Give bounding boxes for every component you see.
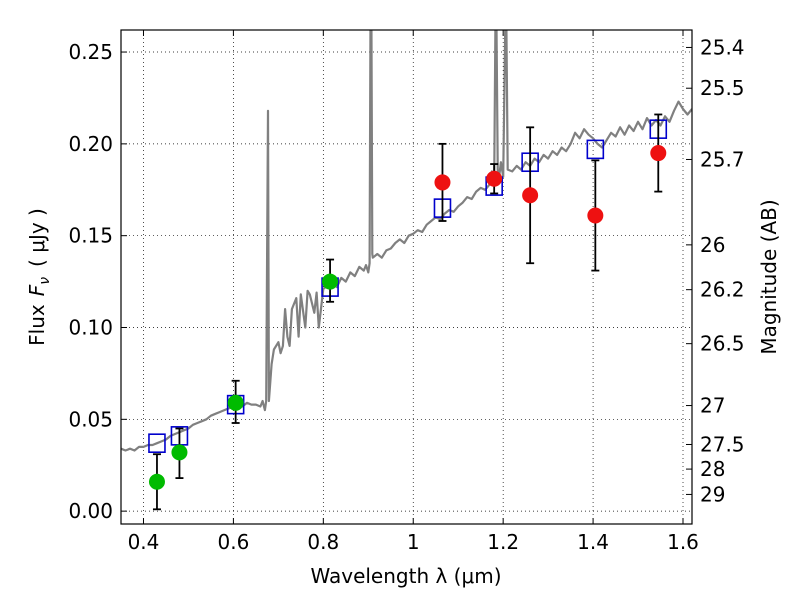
ticks: 0.4 0.6 0.8 1 1.2 1.4 1.6 0.00 0.05 0.10 0.15 0.20 0… [68, 30, 745, 554]
data-point [434, 174, 451, 191]
model-photometry-square [148, 433, 166, 453]
y-axis-label: Flux Fν ( μJy ) [25, 208, 53, 346]
y-tick-label: 0.00 [68, 499, 113, 523]
y-tick-label: 0.25 [68, 40, 113, 64]
model-photometry-square [586, 139, 605, 160]
y-axis-label-subscript: ν [37, 277, 53, 285]
y2-tick-label: 25.7 [700, 147, 745, 171]
data-point [486, 170, 503, 187]
x-axis-label: Wavelength λ (μm) [310, 564, 501, 588]
data-point [148, 473, 165, 490]
x-tick-label: 1.2 [487, 530, 519, 554]
y2-tick-label: 25.4 [700, 35, 745, 59]
x-tick-label: 0.6 [217, 530, 249, 554]
data-point [227, 394, 244, 411]
data-point [171, 444, 188, 461]
y2-tick-label: 26.5 [700, 332, 745, 356]
y-tick-label: 0.05 [68, 407, 113, 431]
x-tick-label: 0.8 [307, 530, 339, 554]
data-point [587, 207, 604, 224]
x-tick-label: 1 [407, 530, 420, 554]
y2-tick-label: 25.5 [700, 76, 745, 100]
data-point [650, 145, 667, 162]
grid [121, 30, 692, 524]
spectrum-line [121, 30, 692, 452]
y2-tick-label: 28 [700, 457, 725, 481]
x-tick-label: 1.6 [667, 530, 699, 554]
plot-area [121, 30, 692, 511]
y2-tick-label: 29 [700, 482, 725, 506]
y2-tick-label: 26.2 [700, 278, 745, 302]
y2-tick-label: 27 [700, 394, 725, 418]
x-tick-label: 1.4 [577, 530, 609, 554]
y-axis-label-unit: ( μJy ) [25, 208, 49, 267]
data-point [322, 273, 339, 290]
y-tick-label: 0.20 [68, 132, 113, 156]
y-tick-label: 0.10 [68, 316, 113, 340]
y2-axis-label: Magnitude (AB) [757, 199, 781, 354]
y2-tick-label: 27.5 [700, 432, 745, 456]
y2-tick-label: 26 [700, 233, 725, 257]
y-tick-label: 0.15 [68, 224, 113, 248]
x-tick-label: 0.4 [128, 530, 160, 554]
plot-frame [120, 29, 693, 525]
y-axis-label-text: Flux [25, 304, 49, 346]
data-point [522, 187, 539, 204]
y-axis-label-symbol: F [25, 284, 49, 296]
